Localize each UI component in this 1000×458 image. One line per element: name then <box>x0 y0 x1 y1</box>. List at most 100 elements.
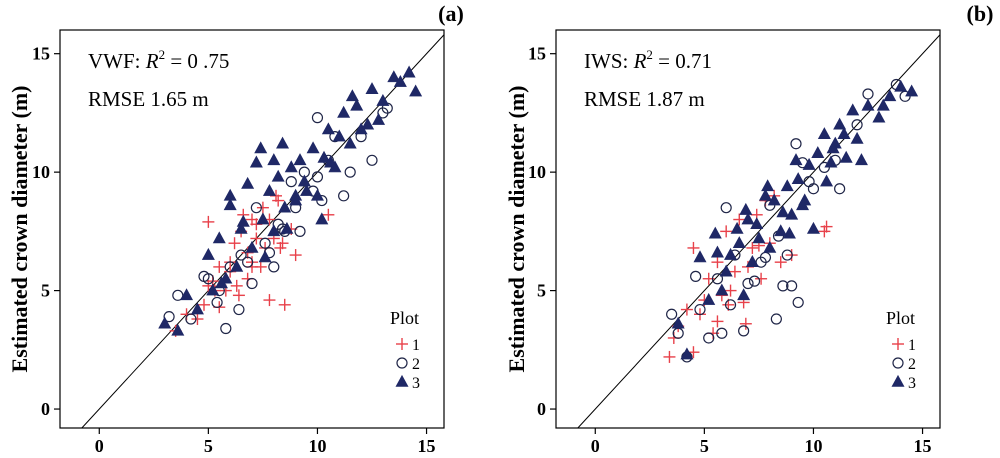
data-point-plot-2 <box>703 332 715 344</box>
data-point-plot-3 <box>321 122 335 135</box>
data-point-plot-3 <box>710 245 724 258</box>
data-point-plot-2 <box>781 249 793 261</box>
data-point-plot-2 <box>294 225 306 237</box>
data-point-plot-2 <box>790 138 802 150</box>
data-point-plot-3 <box>223 198 237 211</box>
legend-label-2: 2 <box>908 356 916 373</box>
data-point-plot-3 <box>262 183 276 196</box>
panel-label: (b) <box>967 1 994 26</box>
data-point-plot-1 <box>818 225 831 238</box>
data-point-plot-2 <box>202 273 214 285</box>
x-tick-label: 0 <box>591 436 600 456</box>
data-point-plot-3 <box>774 224 788 237</box>
y-axis-label: Estimated crown diameter (m) <box>7 86 32 373</box>
data-point-plot-3 <box>894 79 908 92</box>
legend-entry-1: 1 <box>396 337 420 354</box>
data-point-plot-2 <box>724 299 737 311</box>
data-point-plot-3 <box>730 221 744 234</box>
data-point-plot-3 <box>798 193 812 206</box>
data-point-plot-3 <box>214 276 228 289</box>
data-point-plot-2 <box>311 112 324 124</box>
data-point-plot-3 <box>741 212 755 225</box>
data-point-plot-2 <box>711 273 724 285</box>
data-point-plot-3 <box>850 131 864 144</box>
data-point-plot-1 <box>746 241 759 254</box>
data-point-plot-1 <box>256 201 269 214</box>
data-point-plot-3 <box>791 172 805 185</box>
legend-marker <box>891 374 905 387</box>
data-point-plot-3 <box>332 129 346 142</box>
data-point-plot-3 <box>180 288 194 301</box>
data-point-plot-3 <box>802 157 816 170</box>
x-tick-label: 5 <box>700 436 709 456</box>
data-point-plot-3 <box>245 240 259 253</box>
data-point-plot-3 <box>276 136 290 149</box>
data-point-plot-3 <box>350 98 364 111</box>
x-tick-label: 5 <box>204 436 213 456</box>
data-point-plot-3 <box>752 231 766 244</box>
y-tick-label: 5 <box>537 281 546 301</box>
legend-entry-1: 1 <box>892 337 916 354</box>
data-point-plot-1 <box>687 241 700 254</box>
data-point-plot-3 <box>284 160 298 173</box>
axis-ticks: 0 5 10 15 0 5 10 15 <box>32 44 436 456</box>
data-point-plot-3 <box>297 174 311 187</box>
data-point-plot-1 <box>263 294 276 307</box>
data-point-plot-3 <box>310 188 324 201</box>
data-point-plot-3 <box>361 117 375 130</box>
data-point-plot-3 <box>820 174 834 187</box>
rmse-annotation: RMSE 1.87 m <box>584 87 705 111</box>
data-point-plot-2 <box>748 275 761 287</box>
legend-label-1: 1 <box>412 337 420 354</box>
legend-label-2: 2 <box>412 356 420 373</box>
legend-entry-3: 3 <box>891 374 916 392</box>
data-point-plot-3 <box>258 250 272 263</box>
data-point-plot-2 <box>720 202 732 214</box>
data-point-plot-3 <box>837 127 851 140</box>
data-point-plot-1 <box>191 313 204 326</box>
legend-title: Plot <box>390 308 419 328</box>
data-point-plot-3 <box>763 240 777 253</box>
data-point-plot-2 <box>792 296 804 309</box>
legend-marker <box>892 338 904 350</box>
data-point-plot-1 <box>250 232 263 245</box>
data-point-plot-3 <box>854 153 868 166</box>
legend-entry-3: 3 <box>395 374 420 392</box>
data-point-plot-1 <box>202 215 215 228</box>
data-point-plot-3 <box>745 255 759 267</box>
data-point-plot-3 <box>254 141 268 154</box>
data-point-plot-3 <box>171 323 185 336</box>
data-point-plot-2 <box>220 322 232 335</box>
legend-entry-2: 2 <box>396 356 420 373</box>
data-point-plot-2 <box>285 176 297 188</box>
data-point-plot-3 <box>715 283 729 296</box>
data-point-plot-2 <box>716 327 728 339</box>
data-point-plot-2 <box>690 270 702 282</box>
data-point-plot-1 <box>278 298 291 311</box>
data-point-plot-3 <box>267 224 281 237</box>
data-point-plot-3 <box>343 136 357 149</box>
data-point-plot-3 <box>680 347 694 360</box>
data-point-plot-3 <box>256 212 270 225</box>
data-point-plot-3 <box>739 202 753 215</box>
data-point-plot-1 <box>711 315 724 328</box>
data-point-plot-2 <box>338 190 350 202</box>
data-point-plot-3 <box>905 84 919 97</box>
method-name: IWS <box>584 49 623 73</box>
legend-marker <box>395 374 409 387</box>
data-point-plot-3 <box>271 169 285 182</box>
legend-label-1: 1 <box>908 337 916 354</box>
data-point-plot-2 <box>803 176 815 188</box>
data-point-plot-3 <box>241 176 255 189</box>
data-point-plot-1 <box>774 256 787 269</box>
data-point-plot-2 <box>268 261 280 273</box>
r2-value: = 0 .75 <box>170 49 229 73</box>
data-point-plot-3 <box>234 221 248 234</box>
data-point-plot-3 <box>839 150 853 163</box>
r2-annotation: VWF: R2 = 0 .75 <box>88 47 229 73</box>
data-point-plot-2 <box>211 296 223 309</box>
data-point-plot-1 <box>198 298 210 311</box>
data-point-plot-2 <box>834 183 846 195</box>
data-point-plot-3 <box>365 82 379 95</box>
data-point-plot-2 <box>163 311 175 323</box>
